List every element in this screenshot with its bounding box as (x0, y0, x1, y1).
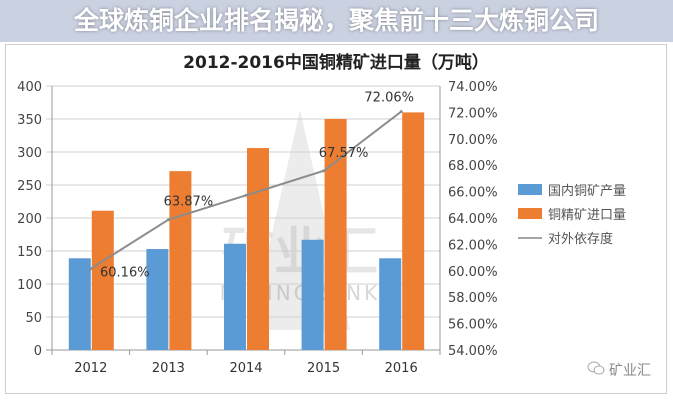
legend-label: 对外依存度 (548, 231, 613, 247)
bar-国内铜矿产量-2015 (301, 239, 324, 350)
bar-国内铜矿产量-2012 (68, 258, 91, 350)
chart-title: 2012-2016中国铜精矿进口量（万吨） (183, 52, 489, 73)
bar-国内铜矿产量-2016 (379, 258, 402, 350)
legend-label: 铜精矿进口量 (548, 208, 626, 223)
y2-tick-label: 54.00% (448, 344, 498, 359)
y-tick-label: 300 (17, 146, 42, 161)
bar-铜精矿进口量-2013 (169, 171, 192, 350)
headline: 全球炼铜企业排名揭秘，聚焦前十三大炼铜公司 (74, 6, 599, 36)
y2-tick-label: 60.00% (448, 265, 498, 280)
y2-tick-label: 72.00% (448, 106, 498, 121)
line-point (244, 193, 248, 197)
data-label: 60.16% (100, 266, 150, 281)
y2-tick-label: 64.00% (448, 212, 498, 227)
y2-tick-label: 70.00% (448, 133, 498, 148)
wechat-icon (587, 360, 605, 380)
headline-line-1: 全球炼铜企业排名揭秘，聚焦前十三大炼铜 (73, 6, 549, 35)
headline-line-2: 公司 (549, 6, 600, 35)
y2-tick-label: 62.00% (448, 238, 498, 253)
headline-banner[interactable]: 全球炼铜企业排名揭秘，聚焦前十三大炼铜公司 (0, 0, 673, 42)
x-tick-label: 2013 (152, 361, 185, 376)
y-tick-label: 250 (17, 179, 42, 194)
line-point (89, 267, 93, 271)
bar-国内铜矿产量-2014 (224, 243, 246, 350)
y2-tick-label: 56.00% (448, 318, 498, 333)
line-point (399, 110, 403, 114)
data-label: 63.87% (164, 195, 214, 210)
y2-tick-label: 74.00% (448, 80, 498, 95)
x-tick-label: 2015 (307, 361, 340, 376)
line-point (166, 218, 170, 222)
data-label: 67.57% (319, 146, 369, 161)
x-tick-label: 2016 (385, 361, 418, 376)
legend-label: 国内铜矿产量 (548, 183, 626, 199)
legend-swatch (518, 208, 542, 219)
y-tick-label: 100 (17, 278, 42, 293)
y2-tick-label: 66.00% (448, 186, 498, 201)
y-tick-label: 400 (17, 80, 42, 95)
bar-铜精矿进口量-2016 (402, 112, 425, 351)
y2-tick-label: 58.00% (448, 291, 498, 306)
x-tick-label: 2012 (74, 361, 107, 376)
legend-swatch (518, 184, 542, 195)
data-label: 72.06% (364, 91, 414, 106)
x-tick-label: 2014 (229, 361, 262, 376)
bar-铜精矿进口量-2012 (91, 210, 114, 350)
line-point (322, 169, 326, 173)
credit-text: 矿业汇 (609, 363, 651, 379)
y-tick-label: 0 (34, 344, 42, 359)
y-tick-label: 350 (17, 113, 42, 128)
bar-铜精矿进口量-2015 (324, 119, 347, 350)
y-tick-label: 150 (17, 245, 42, 260)
y2-tick-label: 68.00% (448, 159, 498, 174)
bar-铜精矿进口量-2014 (247, 148, 269, 350)
y-tick-label: 50 (25, 311, 42, 326)
source-credit: 矿业汇 (587, 360, 651, 380)
y-tick-label: 200 (17, 212, 42, 227)
bar-国内铜矿产量-2013 (146, 249, 169, 350)
